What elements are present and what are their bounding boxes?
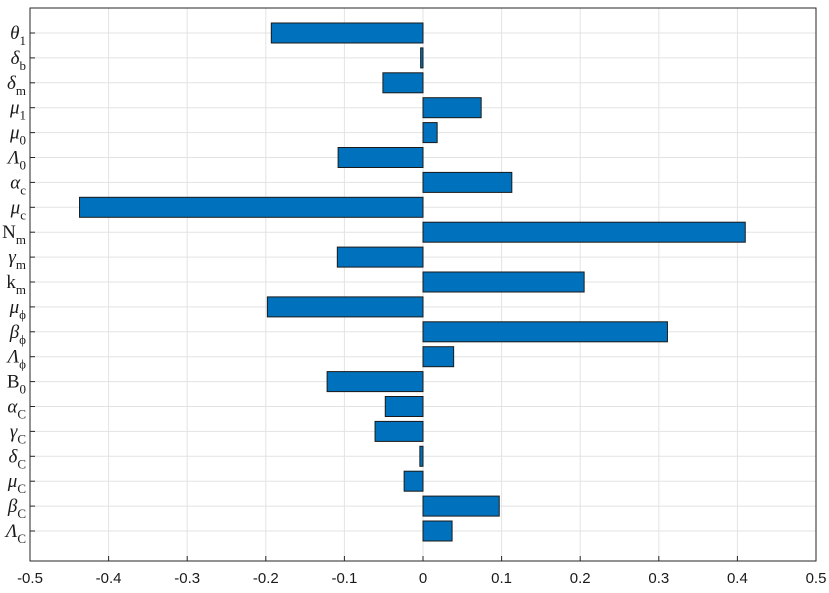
x-tick-label: 0 <box>419 570 427 587</box>
y-tick-label-symbol: Λ <box>6 347 20 368</box>
bar <box>422 346 455 368</box>
y-tick-label-subscript: c <box>20 207 26 222</box>
y-tick-label: ΛC <box>4 521 26 546</box>
y-tick-label-subscript: ϕ <box>19 332 26 347</box>
y-tick-label: βϕ <box>9 322 26 347</box>
x-tick-label: -0.5 <box>17 570 43 587</box>
y-tick-label: αc <box>10 172 26 197</box>
y-tick-label-subscript: ϕ <box>19 357 26 372</box>
bar <box>336 246 424 268</box>
bar <box>422 97 482 119</box>
y-tick-label: θ1 <box>10 23 26 48</box>
y-tick-label-subscript: c <box>20 182 26 197</box>
y-tick-label-symbol: B <box>7 372 20 393</box>
y-tick-label: δC <box>8 446 26 471</box>
y-tick-label-symbol: δ <box>7 73 17 94</box>
y-tick-label-symbol: β <box>9 322 20 343</box>
bar <box>326 371 424 393</box>
bar <box>420 47 424 69</box>
y-tick-label-symbol: α <box>7 397 18 418</box>
bars <box>79 22 746 542</box>
y-tick-label-symbol: δ <box>8 446 18 467</box>
bar <box>266 296 424 318</box>
y-tick-label-subscript: C <box>17 456 26 471</box>
y-tick-label-symbol: Λ <box>4 521 18 542</box>
y-tick-label: Nm <box>2 222 26 247</box>
y-tick-label-subscript: 0 <box>20 133 27 148</box>
bar <box>403 470 424 492</box>
y-tick-label: μ1 <box>9 98 26 123</box>
y-tick-label-symbol: μ <box>9 98 20 119</box>
bar <box>79 196 424 218</box>
y-tick-label-subscript: C <box>17 407 26 422</box>
y-tick-label: μ0 <box>9 123 26 148</box>
y-tick-label-subscript: m <box>16 282 26 297</box>
y-tick-label: γm <box>8 247 26 272</box>
bar <box>270 22 424 44</box>
y-tick-label-subscript: C <box>17 531 26 546</box>
bar <box>422 171 513 193</box>
y-tick-label: Λ0 <box>6 148 26 173</box>
y-tick-label-subscript: C <box>17 481 26 496</box>
y-tick-label: Λϕ <box>6 347 26 372</box>
y-tick-label-symbol: γ <box>8 247 16 268</box>
bar <box>422 271 585 293</box>
y-tick-label-subscript: 0 <box>20 382 27 397</box>
y-tick-label-subscript: m <box>16 232 26 247</box>
bar <box>422 495 500 517</box>
y-tick-label-subscript: C <box>17 431 26 446</box>
y-tick-label-subscript: ϕ <box>19 307 26 322</box>
x-tick-label: 0.2 <box>570 570 591 587</box>
x-axis-ticks: -0.5 -0.4 -0.3 -0.2 -0.1 0 0.1 0.2 0.3 0.4 0.5 <box>17 556 826 587</box>
y-tick-label-subscript: C <box>17 506 26 521</box>
y-tick-label-symbol: N <box>2 222 16 243</box>
bar <box>422 221 746 243</box>
y-tick-label: B0 <box>7 372 26 397</box>
y-tick-label: αC <box>7 397 26 422</box>
bar <box>374 420 424 442</box>
y-tick-label: km <box>6 272 26 297</box>
y-tick-label: γC <box>10 421 26 446</box>
bar <box>422 520 453 542</box>
bar <box>422 122 438 144</box>
x-tick-label: 0.1 <box>491 570 512 587</box>
bar <box>422 321 668 343</box>
y-tick-label-subscript: m <box>16 83 26 98</box>
y-tick-label-subscript: 1 <box>20 33 27 48</box>
y-tick-label: δm <box>7 73 26 98</box>
x-tick-label: 0.4 <box>727 570 748 587</box>
y-tick-label-subscript: 0 <box>20 158 27 173</box>
y-tick-label: μc <box>10 197 27 222</box>
y-tick-label-symbol: α <box>10 172 21 193</box>
y-tick-label-subscript: b <box>20 58 27 73</box>
y-tick-label-symbol: μ <box>10 197 21 218</box>
y-tick-label: δb <box>11 48 26 73</box>
x-tick-label: -0.1 <box>331 570 357 587</box>
x-tick-label: -0.3 <box>174 570 200 587</box>
y-tick-label-symbol: k <box>6 272 16 293</box>
x-tick-label: -0.4 <box>96 570 122 587</box>
y-tick-label-symbol: Λ <box>6 148 20 169</box>
y-tick-label-symbol: β <box>7 496 18 517</box>
x-tick-label: 0.3 <box>648 570 669 587</box>
bar <box>382 72 424 94</box>
y-tick-label-symbol: δ <box>11 48 21 69</box>
y-tick-label: μC <box>7 471 26 496</box>
y-tick-label-symbol: μ <box>9 297 20 318</box>
y-tick-label-symbol: μ <box>9 123 20 144</box>
y-tick-label: βC <box>7 496 26 521</box>
x-tick-label: -0.2 <box>253 570 279 587</box>
x-tick-label: 0.5 <box>806 570 827 587</box>
y-tick-label-subscript: m <box>16 257 26 272</box>
y-tick-label-symbol: μ <box>7 471 18 492</box>
y-tick-label-symbol: θ <box>10 23 19 44</box>
bar <box>419 445 424 467</box>
y-tick-label-symbol: γ <box>10 421 18 442</box>
y-tick-label: μϕ <box>9 297 27 322</box>
bar <box>384 396 424 417</box>
y-axis-labels: θ1δbδmμ1μ0Λ0αcμcNmγmkmμϕβϕΛϕB0αCγCδCμCβC… <box>2 23 35 546</box>
bar <box>337 147 424 168</box>
y-tick-label-subscript: 1 <box>20 108 27 123</box>
